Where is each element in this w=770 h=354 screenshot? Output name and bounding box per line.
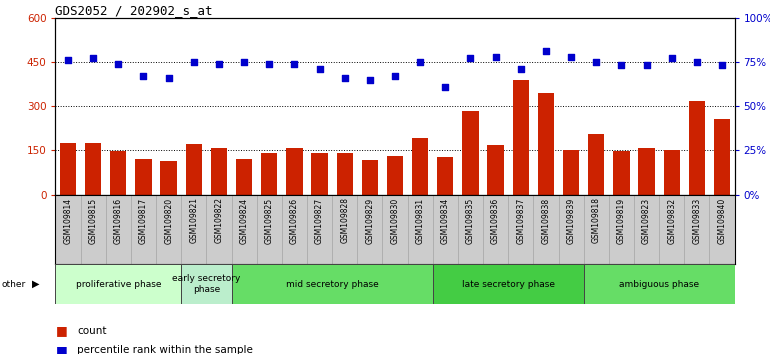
Bar bbox=[110, 151, 126, 195]
Point bbox=[641, 63, 653, 68]
Point bbox=[540, 48, 552, 54]
Text: GSM109822: GSM109822 bbox=[214, 198, 223, 244]
Point bbox=[439, 84, 451, 90]
Point bbox=[716, 63, 728, 68]
Bar bbox=[714, 119, 730, 195]
Point bbox=[363, 77, 376, 82]
Point bbox=[339, 75, 351, 81]
Bar bbox=[664, 149, 680, 195]
Point bbox=[288, 61, 300, 67]
Text: mid secretory phase: mid secretory phase bbox=[286, 280, 379, 289]
Point bbox=[514, 66, 527, 72]
Text: GSM109829: GSM109829 bbox=[365, 198, 374, 244]
Point bbox=[389, 73, 401, 79]
Bar bbox=[387, 156, 403, 195]
Text: ■: ■ bbox=[55, 325, 67, 337]
Point bbox=[87, 56, 99, 61]
Text: GSM109832: GSM109832 bbox=[667, 198, 676, 244]
Bar bbox=[261, 153, 277, 195]
Text: GSM109838: GSM109838 bbox=[541, 198, 551, 244]
Bar bbox=[563, 149, 579, 195]
Text: GSM109828: GSM109828 bbox=[340, 198, 350, 244]
Bar bbox=[437, 157, 454, 195]
Point bbox=[665, 56, 678, 61]
Bar bbox=[181, 264, 232, 304]
Point bbox=[238, 59, 250, 65]
Text: GSM109823: GSM109823 bbox=[642, 198, 651, 244]
Text: GSM109831: GSM109831 bbox=[416, 198, 425, 244]
Text: GSM109816: GSM109816 bbox=[114, 198, 123, 244]
Point bbox=[62, 57, 74, 63]
Point bbox=[112, 61, 125, 67]
Bar bbox=[412, 138, 428, 195]
Text: GSM109817: GSM109817 bbox=[139, 198, 148, 244]
Text: GSM109821: GSM109821 bbox=[189, 198, 199, 244]
Bar bbox=[136, 159, 152, 195]
Bar bbox=[638, 148, 654, 195]
Point bbox=[464, 56, 477, 61]
Bar bbox=[311, 153, 328, 195]
Bar bbox=[362, 160, 378, 195]
Text: late secretory phase: late secretory phase bbox=[462, 280, 554, 289]
Text: ■: ■ bbox=[55, 344, 67, 354]
Text: GSM109837: GSM109837 bbox=[516, 198, 525, 244]
Text: percentile rank within the sample: percentile rank within the sample bbox=[77, 346, 253, 354]
Bar bbox=[160, 161, 177, 195]
Text: GSM109839: GSM109839 bbox=[567, 198, 576, 244]
Text: ▶: ▶ bbox=[32, 279, 40, 289]
Bar bbox=[336, 153, 353, 195]
Bar bbox=[286, 148, 303, 195]
Bar bbox=[513, 80, 529, 195]
Point bbox=[162, 75, 175, 81]
Text: GSM109825: GSM109825 bbox=[265, 198, 274, 244]
Text: count: count bbox=[77, 326, 106, 336]
Text: GDS2052 / 202902_s_at: GDS2052 / 202902_s_at bbox=[55, 4, 213, 17]
Text: GSM109814: GSM109814 bbox=[63, 198, 72, 244]
Point bbox=[137, 73, 149, 79]
Point bbox=[263, 61, 276, 67]
Bar bbox=[211, 148, 227, 195]
Text: GSM109840: GSM109840 bbox=[718, 198, 727, 244]
Text: other: other bbox=[2, 280, 25, 289]
Point bbox=[590, 59, 602, 65]
Bar bbox=[186, 144, 202, 195]
Point bbox=[615, 63, 628, 68]
Text: GSM109820: GSM109820 bbox=[164, 198, 173, 244]
Bar bbox=[487, 145, 504, 195]
Text: GSM109833: GSM109833 bbox=[692, 198, 701, 244]
Text: early secretory
phase: early secretory phase bbox=[172, 274, 240, 294]
Point bbox=[213, 61, 225, 67]
Bar bbox=[688, 101, 705, 195]
Point bbox=[691, 59, 703, 65]
Bar bbox=[462, 111, 479, 195]
Point bbox=[565, 54, 578, 59]
Text: GSM109827: GSM109827 bbox=[315, 198, 324, 244]
Bar bbox=[60, 143, 76, 195]
Bar bbox=[236, 159, 253, 195]
Bar bbox=[537, 93, 554, 195]
Text: GSM109819: GSM109819 bbox=[617, 198, 626, 244]
Bar bbox=[232, 264, 433, 304]
Text: GSM109826: GSM109826 bbox=[290, 198, 299, 244]
Point bbox=[414, 59, 427, 65]
Text: GSM109818: GSM109818 bbox=[591, 198, 601, 244]
Text: GSM109830: GSM109830 bbox=[390, 198, 400, 244]
Text: ambiguous phase: ambiguous phase bbox=[619, 280, 699, 289]
Bar bbox=[584, 264, 735, 304]
Bar bbox=[433, 264, 584, 304]
Text: proliferative phase: proliferative phase bbox=[75, 280, 161, 289]
Text: GSM109835: GSM109835 bbox=[466, 198, 475, 244]
Bar bbox=[55, 264, 181, 304]
Text: GSM109834: GSM109834 bbox=[440, 198, 450, 244]
Bar bbox=[613, 151, 630, 195]
Point bbox=[188, 59, 200, 65]
Text: GSM109836: GSM109836 bbox=[491, 198, 500, 244]
Point bbox=[490, 54, 502, 59]
Text: GSM109815: GSM109815 bbox=[89, 198, 98, 244]
Text: GSM109824: GSM109824 bbox=[239, 198, 249, 244]
Bar bbox=[85, 143, 102, 195]
Point bbox=[313, 66, 326, 72]
Bar bbox=[588, 133, 604, 195]
